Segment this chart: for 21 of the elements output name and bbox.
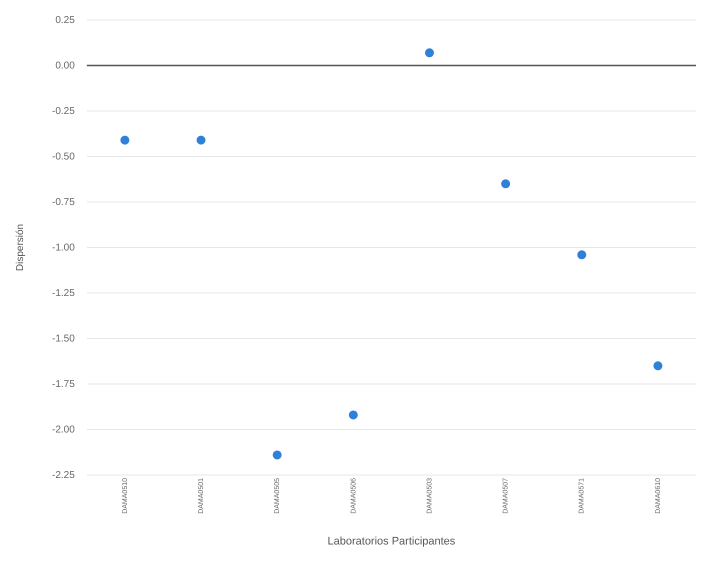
point (348, 410, 358, 420)
y-tick-label: -0.75 (52, 196, 76, 208)
y-tick-label: -1.25 (52, 288, 76, 299)
point (501, 179, 510, 188)
y-tick-label: -0.25 (52, 106, 76, 117)
x-axis-title: Laboratorios Participantes (328, 535, 456, 548)
point (424, 48, 434, 58)
y-tick-label: 0.25 (55, 14, 76, 26)
y-tick-label: 0.00 (55, 60, 76, 72)
y-tick-label: -1.50 (52, 333, 76, 344)
point (577, 250, 586, 260)
point (653, 361, 662, 370)
point (196, 136, 206, 145)
y-tick-label: -0.50 (52, 151, 76, 162)
y-tick-label: -1.00 (52, 242, 76, 254)
point (272, 450, 282, 460)
y-tick-label: -2.00 (52, 424, 76, 436)
y-tick-label: -1.75 (52, 378, 76, 390)
point (120, 136, 130, 145)
y-axis-title: Dispersión (14, 224, 26, 272)
y-tick-label: -2.25 (52, 470, 76, 481)
